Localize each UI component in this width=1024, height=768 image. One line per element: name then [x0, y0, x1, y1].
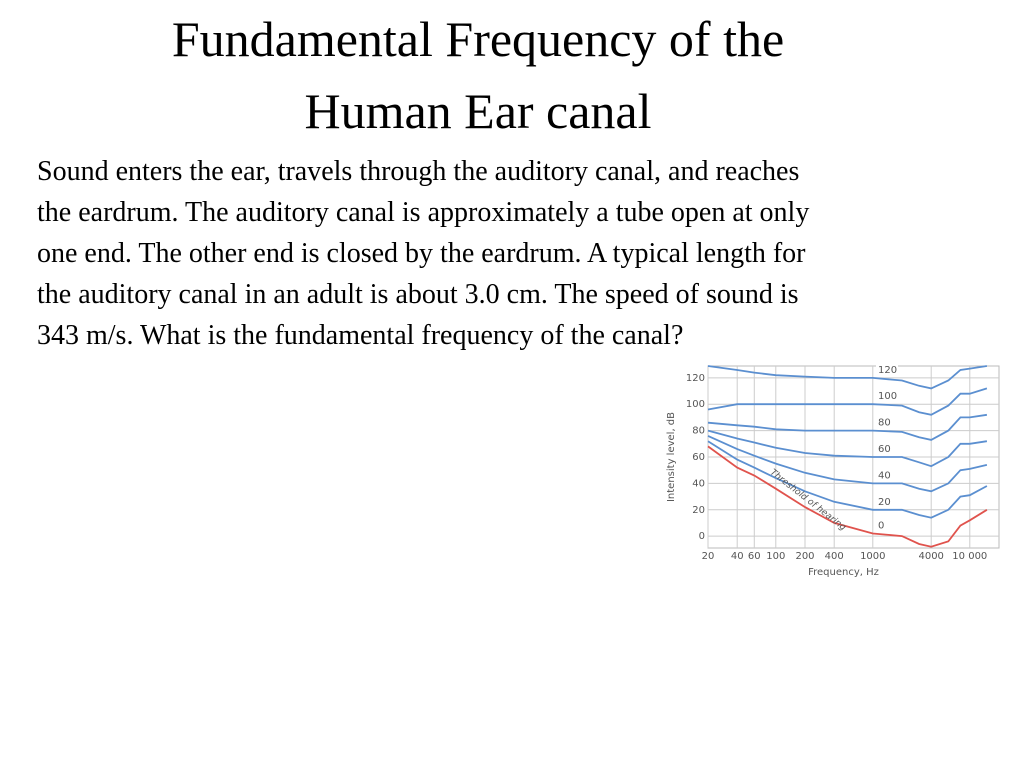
x-tick-label: 10 000	[952, 551, 987, 562]
y-tick-label: 80	[692, 426, 705, 437]
body-line: one end. The other end is closed by the …	[37, 238, 806, 269]
curve-label-bg	[876, 390, 898, 403]
body-line: Sound enters the ear, travels through th…	[37, 156, 800, 187]
title-line: Fundamental Frequency of the	[171, 11, 785, 67]
x-tick-label: 20	[702, 551, 715, 562]
curve	[707, 429, 988, 468]
curve-label-bg	[876, 443, 898, 455]
curve-label: 60	[878, 444, 891, 455]
x-tick-label: 100	[766, 551, 785, 562]
curve-label: 80	[878, 418, 891, 429]
y-tick-label: 40	[692, 478, 705, 489]
curve-label-bg	[876, 495, 898, 508]
body-line: 343 m/s. What is the fundamental frequen…	[37, 320, 684, 351]
y-tick-label: 100	[686, 399, 705, 410]
curve-label-bg	[876, 416, 898, 429]
y-tick-label: 60	[692, 452, 705, 463]
y-tick-label: 0	[699, 531, 705, 542]
curve-label: 100	[878, 391, 897, 402]
x-tick-label: 40	[731, 551, 744, 562]
y-axis-label: Intensity level, dB	[666, 412, 677, 502]
curve-label-bg	[876, 469, 898, 482]
x-tick-label: 1000	[860, 551, 885, 562]
body-line: the eardrum. The auditory canal is appro…	[37, 197, 810, 228]
x-axis-label: Frequency, Hz	[808, 567, 879, 578]
curve-label: 20	[878, 497, 891, 508]
curve-label: 120	[878, 365, 897, 376]
x-tick-label: 4000	[918, 551, 943, 562]
curve	[707, 440, 988, 519]
y-tick-label: 20	[692, 505, 705, 516]
x-tick-label: 60	[748, 551, 761, 562]
body-line: the auditory canal in an adult is about …	[37, 279, 799, 310]
x-tick-label: 400	[825, 551, 844, 562]
curve-label: 0	[878, 520, 884, 531]
curve-label: 40	[878, 470, 891, 481]
y-tick-label: 120	[686, 373, 705, 384]
curve	[707, 445, 988, 548]
curve-label-bg	[876, 363, 898, 376]
title-line: Human Ear canal	[304, 83, 652, 139]
curve	[707, 435, 988, 493]
curve	[707, 365, 988, 390]
curve-label-bg	[876, 519, 898, 532]
curve	[707, 413, 988, 441]
x-tick-label: 200	[795, 551, 814, 562]
curve	[707, 387, 988, 416]
